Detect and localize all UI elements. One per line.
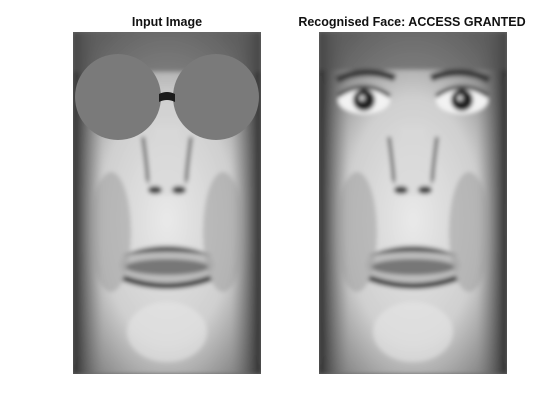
recognised-face-title: Recognised Face: ACCESS GRANTED xyxy=(298,15,526,29)
recognised-face-image xyxy=(319,32,507,374)
input-face-image xyxy=(73,32,261,374)
input-image-title: Input Image xyxy=(131,15,203,29)
left-mask-circle xyxy=(75,54,161,140)
right-mask-circle xyxy=(173,54,259,140)
